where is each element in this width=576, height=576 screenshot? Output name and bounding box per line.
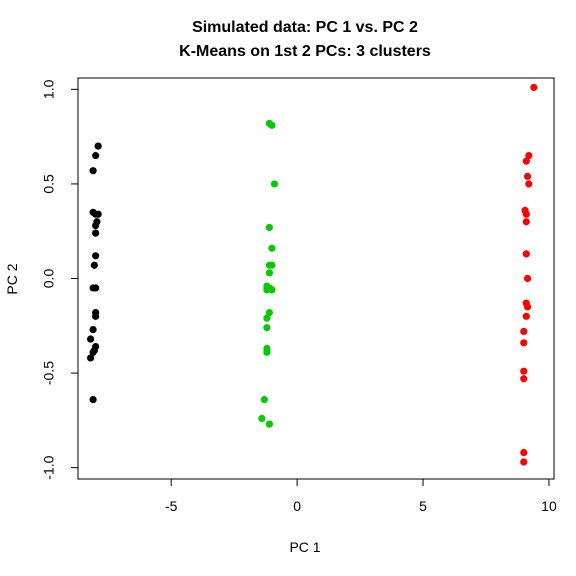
data-point bbox=[523, 274, 532, 283]
x-axis: -5 0 5 10 bbox=[165, 478, 557, 514]
x-axis-label: PC 1 bbox=[289, 539, 320, 555]
y-tick-label: 0.0 bbox=[41, 269, 57, 289]
data-point bbox=[90, 261, 98, 269]
data-point bbox=[263, 324, 271, 332]
y-tick-label: 0.5 bbox=[41, 174, 57, 194]
data-point bbox=[522, 210, 530, 218]
data-point bbox=[523, 172, 532, 180]
data-point bbox=[265, 308, 274, 317]
y-tick-label: -1.0 bbox=[41, 455, 57, 479]
y-tick-label: -0.5 bbox=[41, 361, 57, 385]
x-tick-label: 10 bbox=[541, 498, 557, 514]
data-point bbox=[268, 244, 276, 252]
chart-title: Simulated data: PC 1 vs. PC 2 bbox=[192, 19, 418, 36]
data-point bbox=[92, 229, 100, 237]
data-point bbox=[86, 335, 95, 343]
chart-subtitle: K-Means on 1st 2 PCs: 3 clusters bbox=[179, 43, 431, 60]
data-point bbox=[520, 339, 528, 347]
data-point bbox=[92, 221, 100, 230]
data-point bbox=[265, 420, 274, 428]
data-point bbox=[94, 210, 102, 218]
data-point bbox=[525, 180, 533, 188]
x-tick-label: -5 bbox=[165, 498, 178, 514]
data-point bbox=[92, 151, 100, 160]
data-point bbox=[265, 269, 274, 277]
data-point bbox=[522, 250, 530, 258]
y-axis: -1.0 -0.5 0.0 0.5 1.0 bbox=[41, 79, 79, 480]
data-point bbox=[92, 284, 100, 292]
data-point bbox=[92, 312, 100, 320]
data-point bbox=[520, 458, 528, 466]
data-point bbox=[265, 223, 274, 232]
data-point bbox=[263, 348, 271, 356]
data-point bbox=[525, 151, 533, 160]
data-point bbox=[258, 414, 266, 423]
data-point bbox=[89, 167, 97, 175]
data-point bbox=[522, 157, 530, 165]
data-point bbox=[263, 286, 271, 294]
data-point bbox=[530, 83, 538, 92]
data-point bbox=[89, 395, 97, 404]
data-point bbox=[92, 252, 100, 260]
data-point bbox=[260, 395, 268, 404]
data-points bbox=[86, 83, 538, 466]
data-point bbox=[520, 327, 528, 336]
data-point bbox=[520, 367, 528, 375]
data-point bbox=[89, 325, 97, 334]
x-tick-label: 0 bbox=[293, 498, 301, 514]
data-point bbox=[263, 314, 271, 322]
x-tick-label: 5 bbox=[419, 498, 427, 514]
data-point bbox=[520, 375, 528, 383]
y-tick-label: 1.0 bbox=[41, 79, 57, 99]
data-point bbox=[522, 218, 530, 226]
data-point bbox=[522, 312, 530, 320]
data-point bbox=[89, 348, 97, 356]
data-point bbox=[86, 354, 95, 362]
plot-frame bbox=[77, 77, 555, 480]
y-axis-label: PC 2 bbox=[4, 263, 20, 294]
data-point bbox=[523, 303, 532, 311]
data-point bbox=[268, 261, 276, 269]
data-point bbox=[268, 121, 276, 129]
data-point bbox=[268, 286, 276, 294]
data-point bbox=[94, 142, 102, 150]
data-point bbox=[270, 180, 279, 188]
data-point bbox=[520, 448, 528, 457]
